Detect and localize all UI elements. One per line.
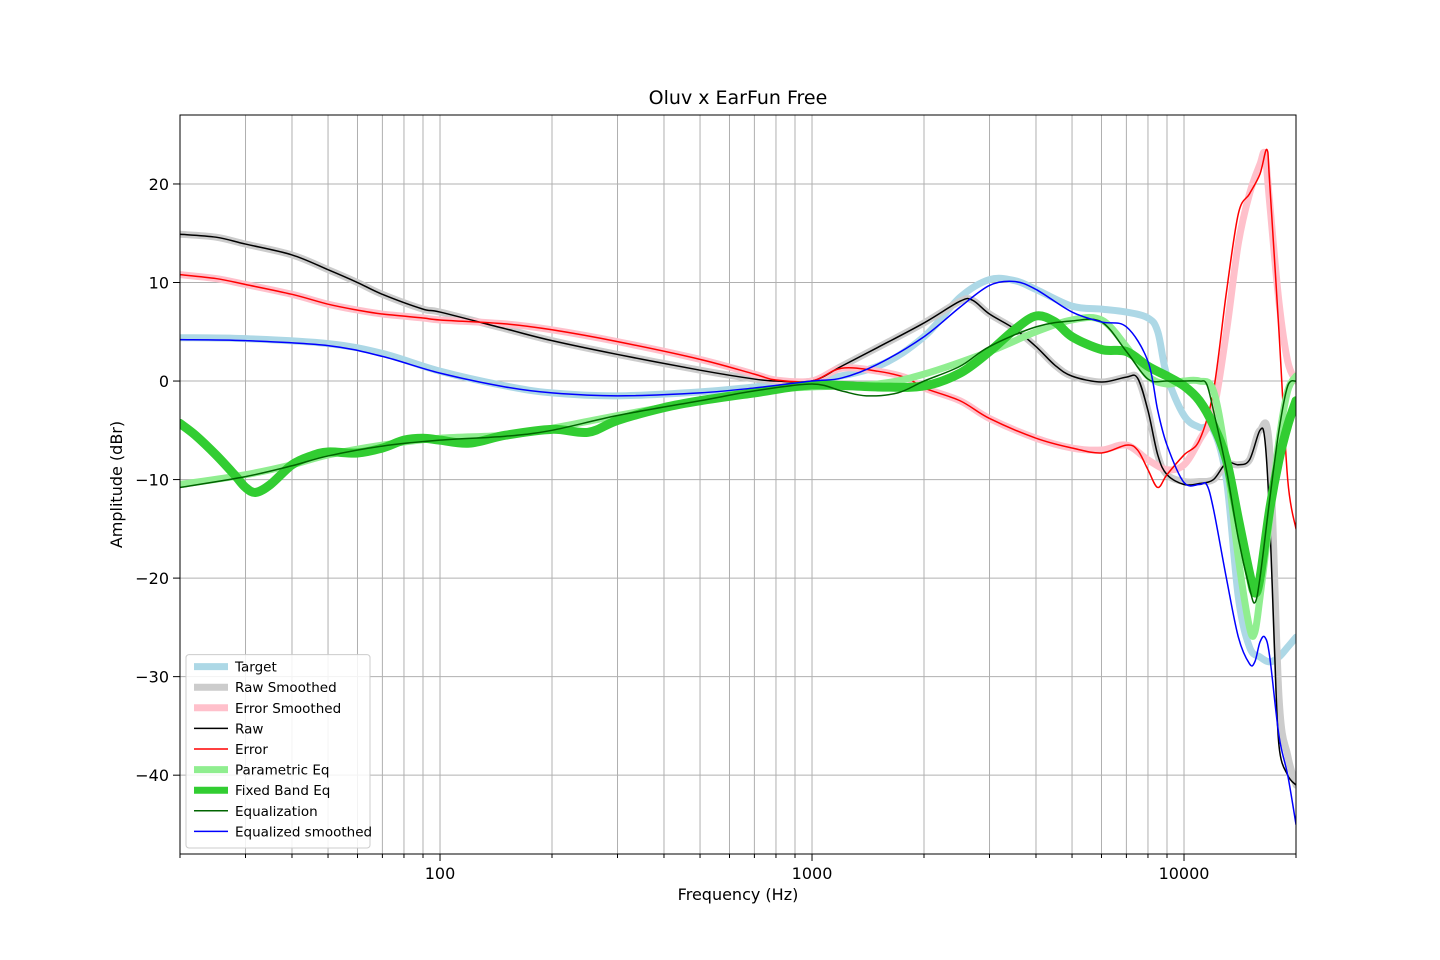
y-tick-label: −40 [135, 766, 169, 785]
legend-label-raw-smoothed: Raw Smoothed [235, 680, 337, 696]
x-tick-label: 100 [425, 864, 456, 883]
series-line-parametric-eq [180, 313, 1296, 640]
series-line-error [180, 148, 1296, 530]
legend: Target Raw Smoothed Error Smoothed Raw Error… [185, 654, 372, 849]
legend-label-target: Target [234, 660, 277, 676]
legend-label-parametric-eq: Parametric Eq [235, 763, 330, 779]
y-tick-label: −20 [135, 569, 169, 588]
legend-label-equalized-smoothed: Equalized smoothed [235, 824, 372, 840]
legend-label-error-smoothed: Error Smoothed [235, 701, 341, 717]
series-line-equalization [180, 318, 1296, 604]
plot-frame [179, 114, 1297, 855]
legend-box [185, 654, 371, 849]
y-tick-label: 20 [149, 175, 169, 194]
x-axis-label: Frequency (Hz) [678, 885, 799, 904]
series-line-equalized-smoothed [180, 280, 1296, 826]
y-axis-label: Amplitude (dBr) [107, 421, 126, 548]
x-tick-label: 1000 [792, 864, 833, 883]
y-tick-label: 10 [149, 274, 169, 293]
x-tick-label: 10000 [1159, 864, 1210, 883]
legend-label-raw: Raw [235, 721, 263, 737]
series-lines [180, 148, 1296, 826]
y-tick-label: −30 [135, 668, 169, 687]
series-line-fixed-band-eq [180, 311, 1296, 598]
series-group [180, 148, 1296, 826]
grid-lines [179, 115, 1297, 854]
y-tick-label: −10 [135, 471, 169, 490]
legend-label-equalization: Equalization [235, 804, 318, 820]
y-tick-label: 0 [159, 372, 169, 391]
legend-label-fixed-band-eq: Fixed Band Eq [235, 783, 330, 799]
legend-label-error: Error [235, 742, 268, 758]
chart-title: Oluv x EarFun Free [649, 87, 828, 109]
